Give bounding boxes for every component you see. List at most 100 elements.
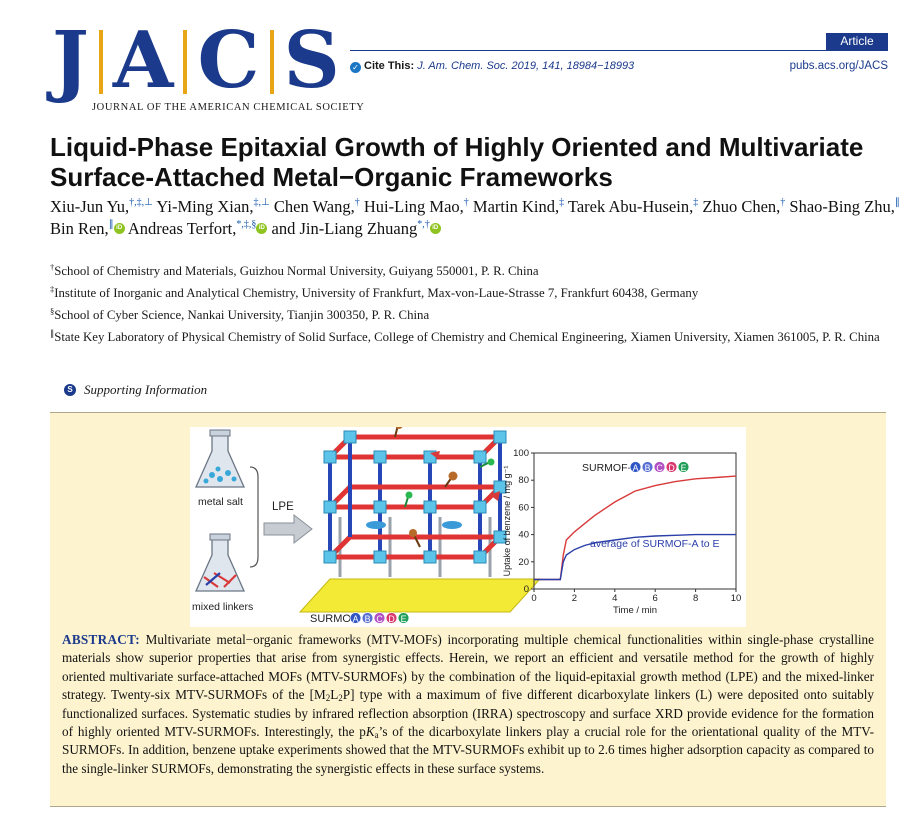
logo-letter-j: J bbox=[52, 15, 89, 106]
abstract-box: metal salt mixed linkers LPE bbox=[50, 412, 886, 807]
y-tick-label: 100 bbox=[513, 448, 529, 459]
x-tick-label: 8 bbox=[693, 593, 698, 604]
supporting-info-label: Supporting Information bbox=[84, 382, 208, 397]
chart-plot-area bbox=[533, 452, 737, 590]
author-affiliation-mark: † bbox=[780, 197, 786, 208]
flask-bottom-label: mixed linkers bbox=[192, 601, 253, 613]
linker-badge-label: B bbox=[645, 463, 651, 473]
affiliation-item: ‡Institute of Inorganic and Analytical C… bbox=[50, 284, 900, 302]
lpe-arrow bbox=[263, 513, 313, 545]
series-label-surmof: SURMOF- bbox=[582, 462, 631, 474]
author-affiliation-mark: ‡ bbox=[693, 197, 699, 208]
author: Xiu-Jun Yu,†,‡,⊥ bbox=[50, 197, 153, 216]
abstract-text: ABSTRACT: Multivariate metal−organic fra… bbox=[62, 632, 875, 776]
y-tick-label: 40 bbox=[518, 530, 529, 541]
y-tick-label: 20 bbox=[518, 557, 529, 568]
supporting-information-link[interactable]: S Supporting Information bbox=[64, 382, 207, 398]
y-tick-label: 80 bbox=[518, 475, 529, 486]
author: Hui-Ling Mao,† bbox=[364, 197, 469, 216]
linker-badge-label: E bbox=[401, 614, 407, 624]
linker-badge bbox=[397, 612, 410, 624]
cite-this[interactable]: ✓ Cite This: J. Am. Chem. Soc. 2019, 141,… bbox=[350, 60, 634, 73]
x-tick-label: 6 bbox=[653, 593, 658, 604]
linker-badge bbox=[629, 461, 642, 473]
surmof-prefix-bottom: SURMOF- bbox=[310, 613, 362, 625]
toc-graphic: metal salt mixed linkers LPE bbox=[190, 427, 746, 627]
linker-badge bbox=[641, 461, 654, 473]
author: Martin Kind,‡ bbox=[473, 197, 564, 216]
author-affiliation-mark: ‡ bbox=[559, 197, 565, 208]
journal-logo: J A C S JOURNAL OF THE AMERICAN CHEMICAL… bbox=[52, 15, 364, 114]
flask-top-label: metal salt bbox=[198, 496, 243, 508]
x-tick-label: 10 bbox=[731, 593, 742, 604]
affiliation-mark: ∥ bbox=[50, 328, 55, 338]
author-name: Xiu-Jun Yu, bbox=[50, 197, 130, 216]
linker-badge bbox=[373, 612, 386, 624]
logo-letter-s: S bbox=[283, 15, 340, 106]
affiliation-mark: ‡ bbox=[50, 284, 55, 294]
linker-badge bbox=[677, 461, 690, 473]
linker-badge-label: C bbox=[376, 614, 383, 624]
author-name: Andreas Terfort, bbox=[127, 219, 237, 238]
cite-label: Cite This: bbox=[364, 60, 415, 72]
author-affiliation-mark: *,† bbox=[417, 219, 430, 230]
orcid-icon[interactable]: iD bbox=[429, 223, 441, 234]
affiliation-mark: † bbox=[50, 262, 55, 272]
author-affiliation-mark: †,‡,⊥ bbox=[129, 197, 153, 208]
flask-metal-salt bbox=[194, 429, 246, 488]
x-tick-label: 0 bbox=[531, 593, 536, 604]
x-tick-label: 2 bbox=[572, 593, 577, 604]
author: Zhuo Chen,† bbox=[702, 197, 785, 216]
author-affiliation-mark: ∥ bbox=[894, 197, 900, 208]
author-name: Zhuo Chen, bbox=[702, 197, 781, 216]
orcid-icon[interactable]: iD bbox=[256, 223, 268, 234]
series-line-1 bbox=[534, 475, 737, 581]
abstract-lead: ABSTRACT: bbox=[62, 632, 140, 647]
author-name: Hui-Ling Mao, bbox=[363, 197, 464, 216]
author: Andreas Terfort,*,‡,§ iD bbox=[128, 219, 268, 238]
lpe-label: LPE bbox=[272, 501, 294, 513]
author: and Jin-Liang Zhuang*,† iD bbox=[272, 219, 441, 238]
author-name: Bin Ren, bbox=[50, 219, 109, 238]
author-affiliation-mark: ∥ bbox=[108, 219, 114, 230]
author: Shao-Bing Zhu,∥ bbox=[789, 197, 899, 216]
author-name: Martin Kind, bbox=[472, 197, 560, 216]
linker-badge bbox=[349, 612, 362, 624]
linker-badge-label: B bbox=[365, 614, 371, 624]
series-line-2 bbox=[534, 533, 736, 581]
linker-badge bbox=[361, 612, 374, 624]
logo-letter-a: A bbox=[112, 15, 174, 106]
affiliation-item: ∥State Key Laboratory of Physical Chemis… bbox=[50, 328, 900, 346]
check-icon: ✓ bbox=[350, 62, 361, 73]
flask-mixed-linkers bbox=[194, 533, 246, 592]
header-rule bbox=[350, 50, 888, 51]
affiliation-item: §School of Cyber Science, Nankai Univers… bbox=[50, 306, 900, 324]
affiliation-text: School of Chemistry and Materials, Guizh… bbox=[54, 264, 539, 278]
author: Yi-Ming Xian,‡,⊥ bbox=[156, 197, 269, 216]
supporting-info-icon: S bbox=[64, 384, 76, 396]
x-tick-label: 4 bbox=[612, 593, 617, 604]
cite-reference[interactable]: J. Am. Chem. Soc. 2019, 141, 18984−18993 bbox=[417, 60, 635, 72]
y-tick-label: 60 bbox=[518, 502, 529, 513]
affiliation-text: State Key Laboratory of Physical Chemist… bbox=[54, 330, 880, 344]
orcid-icon[interactable]: iD bbox=[113, 223, 125, 234]
substrate bbox=[298, 578, 542, 613]
linker-badge-label: E bbox=[681, 463, 687, 473]
author: Chen Wang,† bbox=[274, 197, 360, 216]
author-affiliation-mark: † bbox=[463, 197, 469, 208]
journal-url[interactable]: pubs.acs.org/JACS bbox=[789, 60, 888, 72]
y-tick-label: 0 bbox=[524, 584, 529, 595]
author: Bin Ren,∥ iD bbox=[50, 219, 125, 238]
affiliation-text: Institute of Inorganic and Analytical Ch… bbox=[54, 286, 699, 300]
author-name: Yi-Ming Xian, bbox=[156, 197, 254, 216]
linker-badge bbox=[385, 612, 398, 624]
journal-full-name: JOURNAL OF THE AMERICAN CHEMICAL SOCIETY bbox=[92, 102, 365, 113]
x-axis-label: Time / min bbox=[613, 605, 657, 616]
author-name: Shao-Bing Zhu, bbox=[789, 197, 895, 216]
author-affiliation-mark: † bbox=[354, 197, 360, 208]
y-axis-label: Uptake of benzene / mg g⁻¹ bbox=[502, 466, 512, 577]
linker-badge-label: D bbox=[668, 463, 674, 473]
